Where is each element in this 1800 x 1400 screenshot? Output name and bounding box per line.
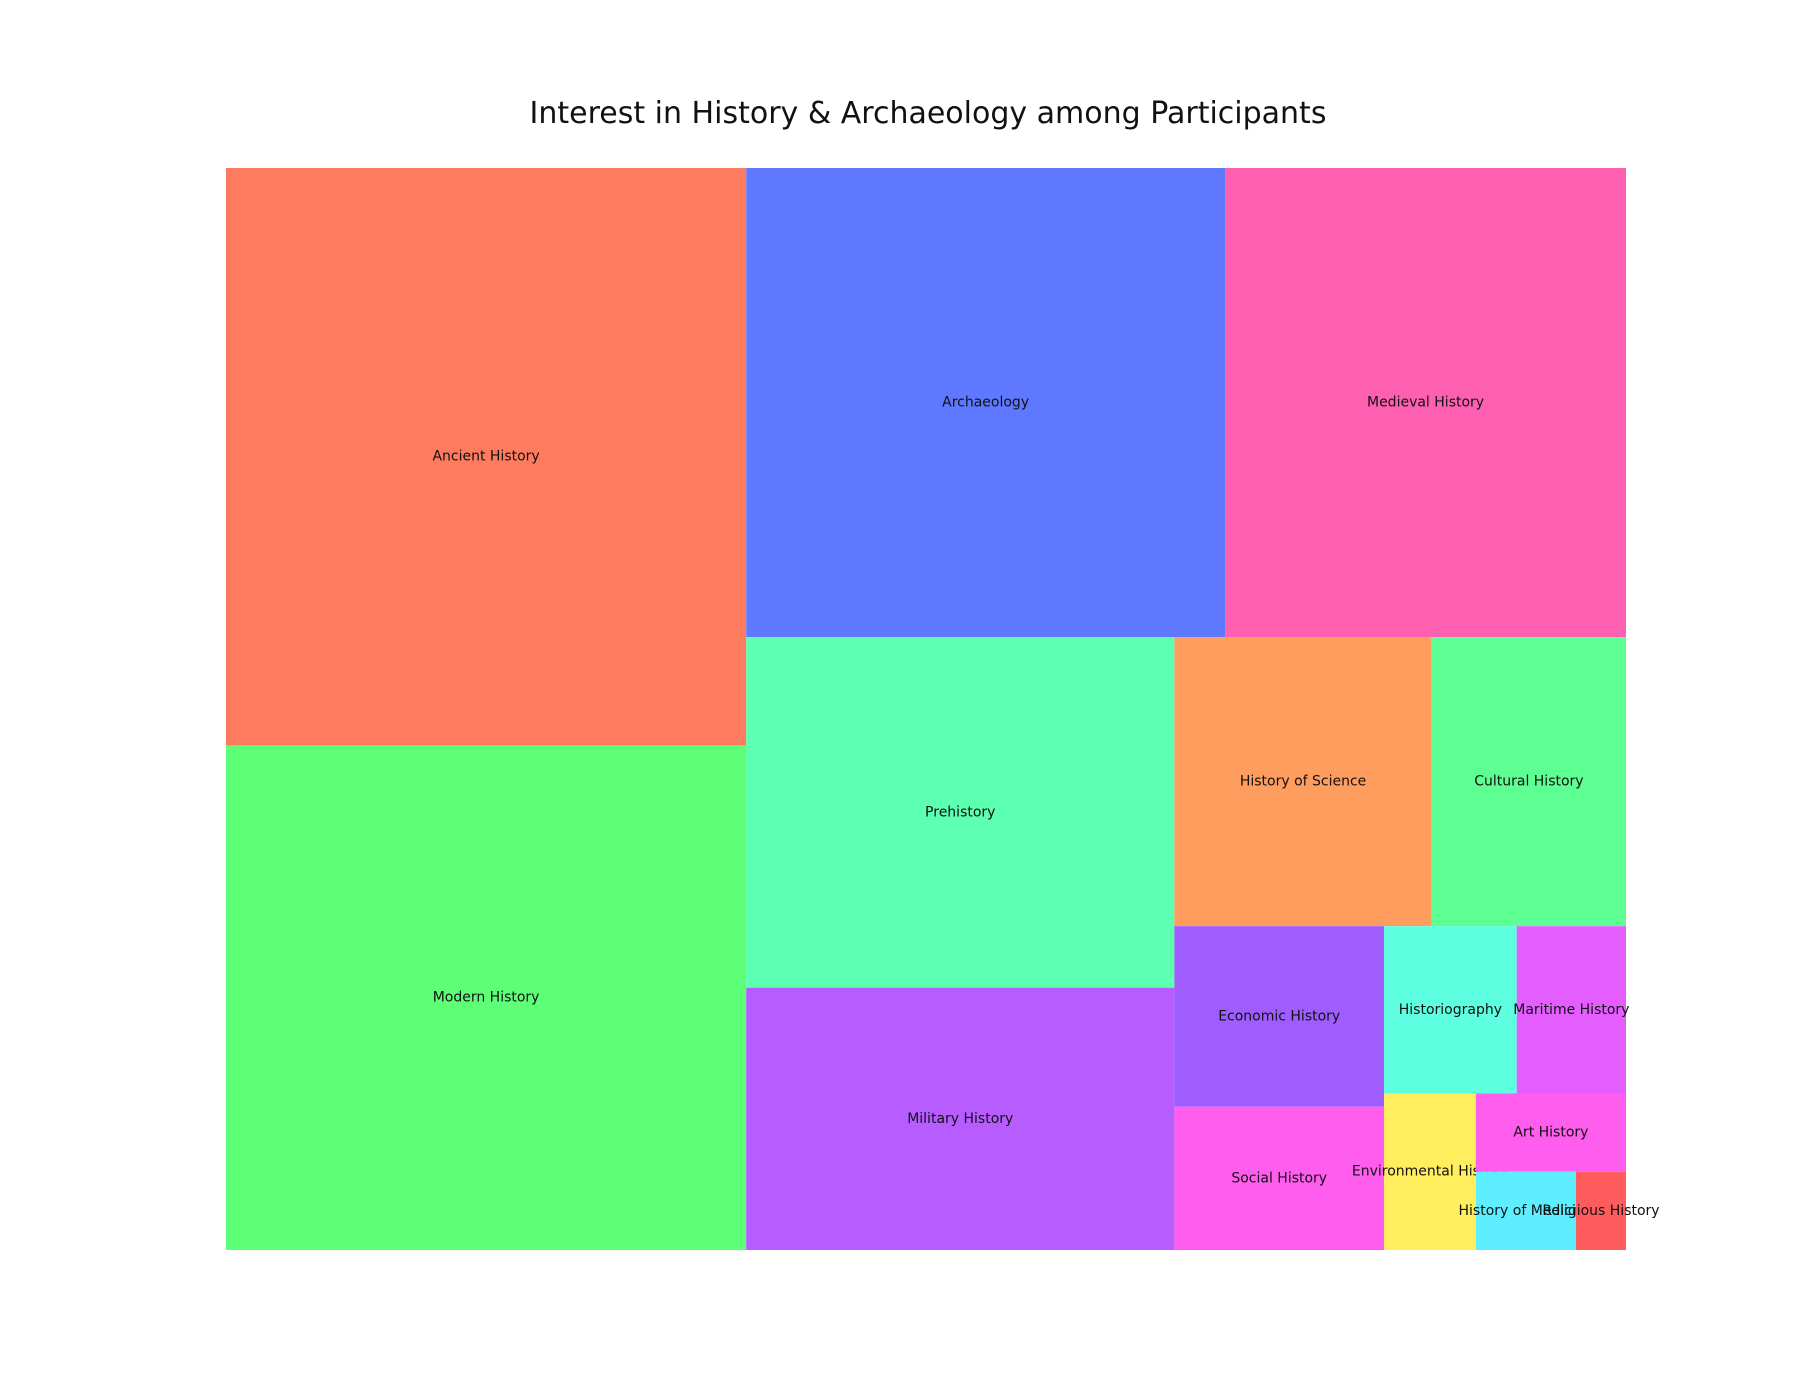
tile-prehistory	[746, 637, 1175, 988]
tile-label-social-history: Social History	[1231, 1170, 1327, 1186]
tile-history-of-science	[1174, 637, 1432, 927]
tile-cultural-history	[1431, 637, 1626, 927]
tile-history-of-medicine	[1475, 1171, 1576, 1250]
tile-label-military-history: Military History	[907, 1111, 1013, 1127]
tile-label-environmental-history: Environmental History	[1352, 1164, 1508, 1180]
tile-label-art-history: Art History	[1513, 1125, 1588, 1141]
tile-label-medieval-history: Medieval History	[1367, 395, 1484, 411]
tile-label-prehistory: Prehistory	[925, 804, 995, 820]
tile-label-cultural-history: Cultural History	[1474, 774, 1583, 790]
tile-label-history-of-science: History of Science	[1240, 774, 1366, 790]
tile-label-historiography: Historiography	[1399, 1002, 1502, 1018]
tile-maritime-history	[1516, 926, 1626, 1094]
tile-label-economic-history: Economic History	[1218, 1008, 1340, 1024]
tile-environmental-history	[1384, 1093, 1476, 1250]
tile-label-modern-history: Modern History	[433, 990, 540, 1006]
tile-ancient-history	[226, 168, 747, 746]
tile-religious-history	[1575, 1171, 1626, 1250]
tile-historiography	[1384, 926, 1517, 1094]
tile-economic-history	[1174, 926, 1385, 1107]
tile-label-history-of-medicine: History of Medicine	[1459, 1203, 1594, 1219]
chart-title: Interest in History & Archaeology among …	[529, 96, 1327, 131]
tile-art-history	[1475, 1093, 1626, 1172]
tile-label-archaeology: Archaeology	[942, 395, 1029, 411]
tile-modern-history	[226, 745, 747, 1250]
tile-medieval-history	[1225, 168, 1626, 638]
tile-label-maritime-history: Maritime History	[1513, 1002, 1629, 1018]
tile-social-history	[1174, 1106, 1385, 1250]
tile-military-history	[746, 987, 1175, 1250]
tile-label-religious-history: Religious History	[1542, 1203, 1659, 1219]
tile-label-ancient-history: Ancient History	[432, 449, 539, 465]
tile-archaeology	[746, 168, 1226, 638]
